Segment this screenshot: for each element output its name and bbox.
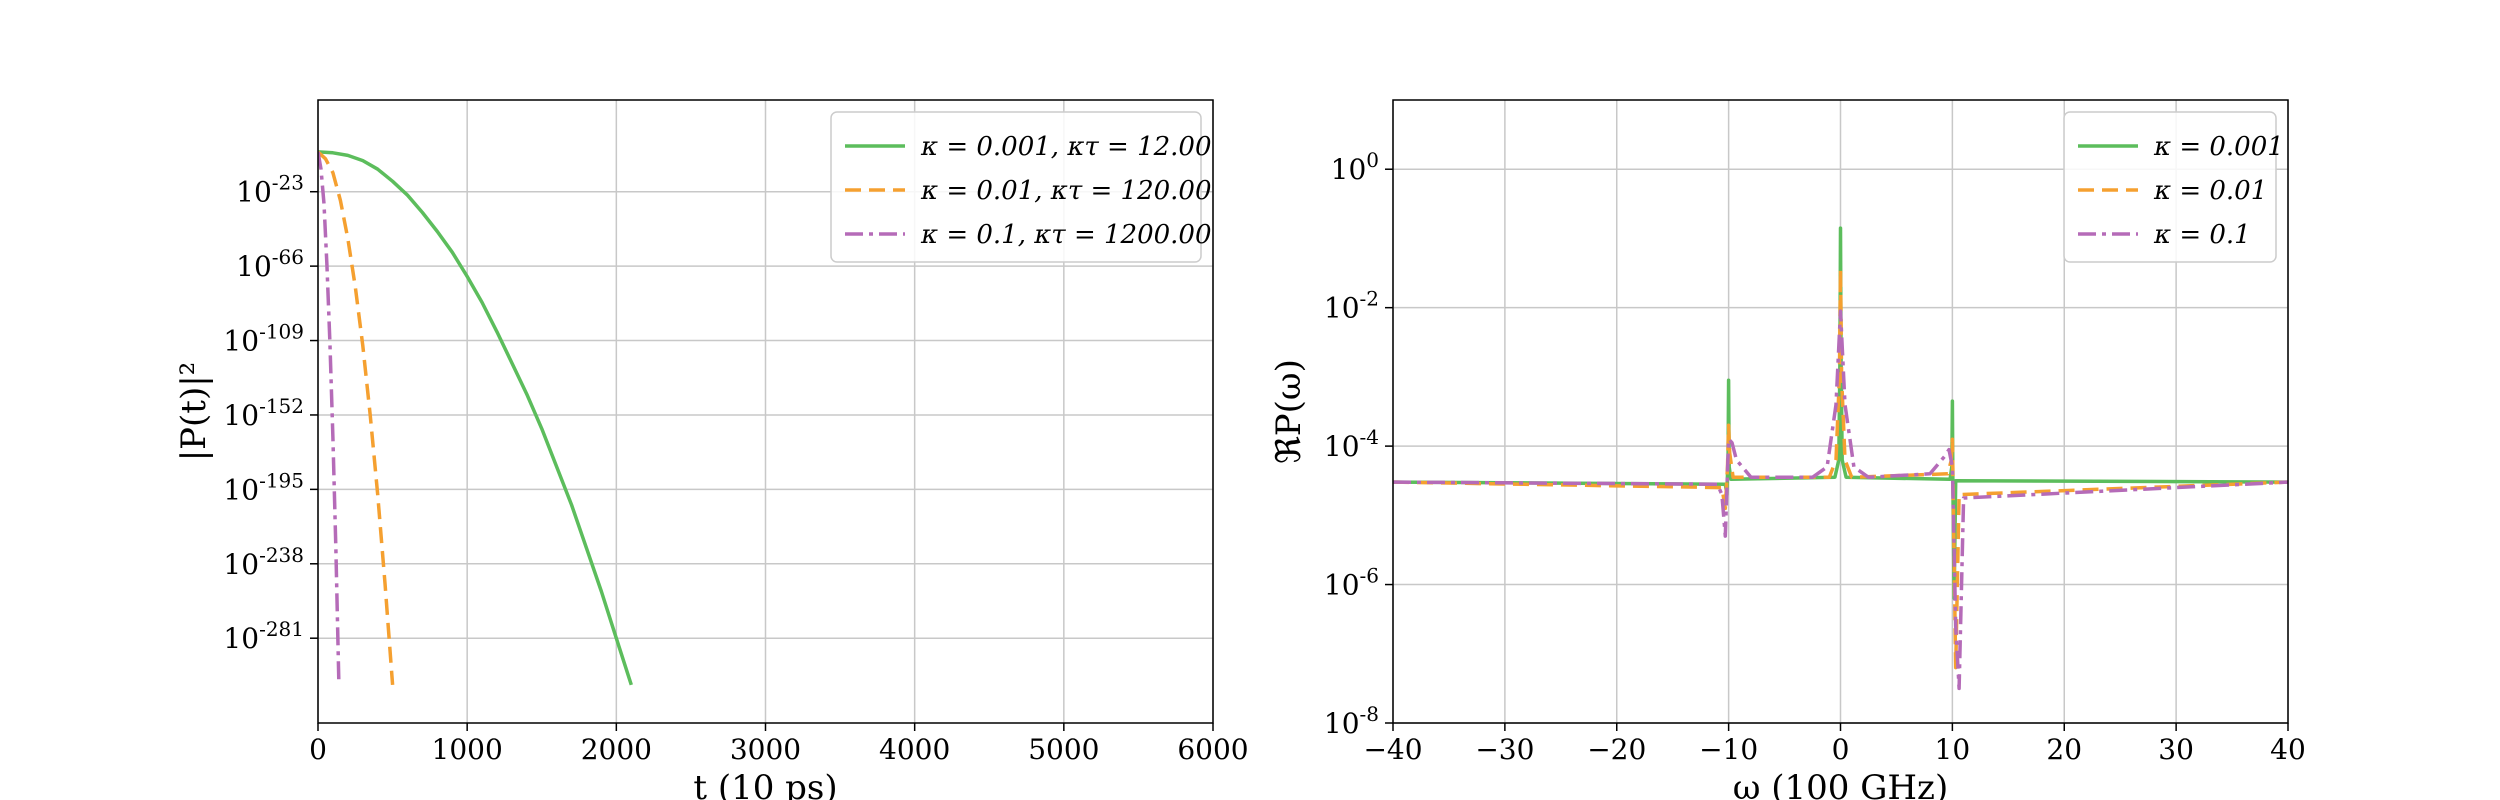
x-axis-label: ω (100 GHz) [1733,768,1949,800]
y-tick-label: 10-4 [1324,425,1379,463]
y-tick-label: 10-238 [223,543,304,581]
legend-label-1: κ = 0.001, κτ = 12.00 [920,132,1212,162]
x-tick-label: −10 [1699,733,1758,766]
x-tick-label: 20 [2046,733,2082,766]
legend-label-3: κ = 0.1, κτ = 1200.00 [920,220,1212,250]
legend-box [2063,111,2277,263]
x-tick-label: 10 [1935,733,1971,766]
x-tick-label: −40 [1363,733,1422,766]
x-tick-label: 5000 [1028,733,1099,766]
legend-label-2: κ = 0.01, κτ = 120.00 [920,176,1212,206]
right-chart-panel: −40 −30 −20 −10 0 10 20 30 40 100 10-2 10-4 10-6 10-8… [1269,99,2306,800]
x-tick-label: 40 [2270,733,2306,766]
x-tick-label: 30 [2158,733,2194,766]
x-tick-label: −30 [1475,733,1534,766]
x-tick-label: 0 [1832,733,1850,766]
x-tick-label: 3000 [730,733,801,766]
legend-label-3: κ = 0.1 [2153,220,2251,250]
series-line-3 [1393,309,2288,691]
y-tick-label: 10-195 [223,468,304,506]
y-tick-label: 100 [1331,148,1379,186]
series-line-3 [318,151,341,685]
legend-box [830,111,1202,263]
y-tick-label: 10-152 [223,394,304,432]
y-tick-label: 10-23 [236,171,304,209]
y-tick-label: 10-281 [223,617,304,655]
plot-frame [317,99,1214,724]
x-tick-label: 2000 [581,733,652,766]
series-line-1 [318,150,633,686]
x-tick-label: 0 [309,733,327,766]
y-tick-label: 10-2 [1324,287,1379,325]
left-chart-panel: 0 1000 2000 3000 4000 5000 6000 10-23 10-66 10-10… [174,99,1249,800]
y-tick-label: 10-8 [1324,702,1379,740]
y-axis-label: |P(t)|² [174,362,214,462]
legend-label-2: κ = 0.01 [2153,176,2267,206]
legend-label-1: κ = 0.001 [2153,132,2284,162]
x-tick-label: 1000 [432,733,503,766]
x-tick-label: 6000 [1177,733,1248,766]
y-tick-label: 10-109 [223,320,304,358]
legend: κ = 0.001, κτ = 12.00 κ = 0.01, κτ = 120.… [830,111,1212,263]
legend: κ = 0.001 κ = 0.01 κ = 0.1 [2063,111,2284,263]
y-axis-label: ℜP(ω) [1269,359,1309,464]
series-line-2 [318,150,395,686]
y-tick-label: 10-66 [236,245,304,283]
y-tick-label: 10-6 [1324,564,1379,602]
x-tick-label: −20 [1587,733,1646,766]
x-axis-label: t (10 ps) [693,768,837,800]
x-tick-label: 4000 [879,733,950,766]
plot-frame [1392,99,2289,724]
